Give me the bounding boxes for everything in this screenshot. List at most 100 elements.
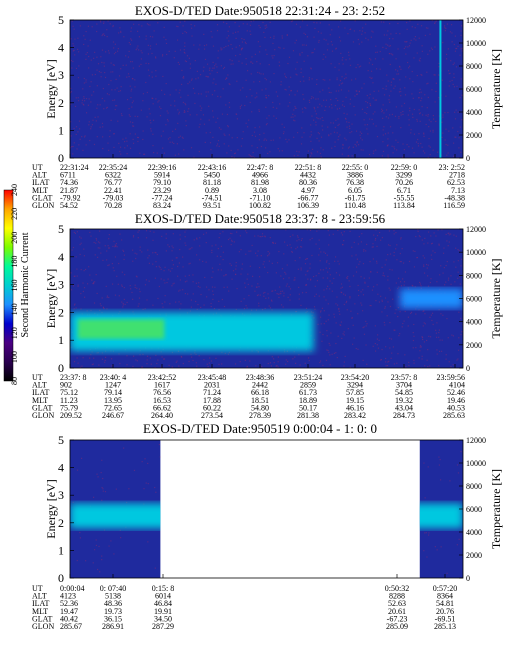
table-cell: 113.84 bbox=[393, 201, 415, 210]
y-tick-label: 1 bbox=[58, 333, 64, 347]
colorbar-tick-label: 200 bbox=[10, 232, 19, 244]
y-tick-label: 2 bbox=[58, 96, 64, 110]
y2-axis-label: Temperature [K] bbox=[489, 258, 503, 338]
noise-speckle bbox=[70, 20, 463, 158]
table-cell: 22:35:24 bbox=[99, 163, 127, 172]
table-cell: 281.38 bbox=[297, 411, 319, 420]
table-cell: -77.24 bbox=[152, 193, 173, 202]
table-row-label: UT bbox=[32, 584, 43, 593]
table-cell: 54.80 bbox=[251, 403, 269, 412]
table-cell: 81.98 bbox=[251, 178, 269, 187]
table-cell: 1247 bbox=[105, 381, 121, 390]
table-cell: 4432 bbox=[300, 171, 316, 180]
table-cell: 19.46 bbox=[447, 396, 465, 405]
table-cell: 52.36 bbox=[60, 599, 78, 608]
y-tick-label: 5 bbox=[58, 13, 64, 27]
table-cell: 54.81 bbox=[436, 599, 454, 608]
colorbar-tick-label: 180 bbox=[10, 256, 19, 268]
panel-title: EXOS-D/TED Date:950518 23:37: 8 - 23:59:… bbox=[135, 211, 386, 226]
y-tick-label: 3 bbox=[58, 488, 64, 502]
table-cell: 23:48:36 bbox=[246, 373, 274, 382]
y2-tick-label: 12000 bbox=[466, 16, 486, 25]
panel-950519: EXOS-D/TED Date:950519 0:00:04 - 1: 0: 0… bbox=[32, 421, 503, 631]
table-cell: 23:37: 8 bbox=[60, 373, 86, 382]
y-axis-label: Energy [eV] bbox=[44, 479, 58, 538]
y2-tick-label: 2000 bbox=[466, 551, 482, 560]
table-cell: 287.29 bbox=[152, 622, 174, 631]
table-cell: 43.04 bbox=[395, 403, 413, 412]
table-cell: 19.47 bbox=[60, 607, 78, 616]
y-tick-label: 5 bbox=[58, 222, 64, 236]
y2-tick-label: 6000 bbox=[466, 295, 482, 304]
y2-tick-label: 10000 bbox=[466, 39, 486, 48]
y-tick-label: 5 bbox=[58, 433, 64, 447]
ephemeris-table: UT 22:31:24 22:35:24 22:39:16 22:43:16 22:47:… bbox=[32, 163, 465, 210]
table-cell: 22:51: 8 bbox=[295, 163, 321, 172]
table-cell: 71.24 bbox=[203, 388, 221, 397]
band-core bbox=[77, 319, 165, 339]
table-cell: 2442 bbox=[252, 381, 268, 390]
table-cell: 75.79 bbox=[60, 403, 78, 412]
table-cell: 22:31:24 bbox=[60, 163, 88, 172]
table-cell: 19.73 bbox=[104, 607, 122, 616]
table-row-label: GLAT bbox=[32, 193, 53, 202]
table-cell: 6.05 bbox=[348, 186, 362, 195]
table-cell: 0:50:32 bbox=[385, 584, 409, 593]
table-cell: -69.51 bbox=[435, 614, 456, 623]
table-cell: 283.42 bbox=[344, 411, 366, 420]
table-cell: 46.84 bbox=[154, 599, 172, 608]
table-cell: 23:45:48 bbox=[198, 373, 226, 382]
table-row-label: MLT bbox=[32, 607, 48, 616]
colorbar: 80 100 120 140 160 180 200 220 240 Second Harmon… bbox=[3, 184, 31, 385]
table-cell: -79.92 bbox=[60, 193, 81, 202]
table-cell: 76.38 bbox=[346, 178, 364, 187]
table-cell: -61.75 bbox=[345, 193, 366, 202]
y-tick-label: 2 bbox=[58, 305, 64, 319]
table-cell: 93.51 bbox=[203, 201, 221, 210]
y-tick-label: 2 bbox=[58, 516, 64, 530]
table-cell: 23:57: 8 bbox=[391, 373, 417, 382]
y-tick-label: 3 bbox=[58, 278, 64, 292]
table-cell: 246.67 bbox=[102, 411, 124, 420]
table-cell: 21.87 bbox=[60, 186, 78, 195]
table-cell: 23:51:24 bbox=[294, 373, 322, 382]
table-cell: 285.63 bbox=[443, 411, 465, 420]
table-cell: 7.13 bbox=[451, 186, 465, 195]
y2-tick-label: 0 bbox=[466, 364, 470, 373]
table-cell: 5450 bbox=[204, 171, 220, 180]
y2-tick-label: 8000 bbox=[466, 62, 482, 71]
table-cell: 79.10 bbox=[153, 178, 171, 187]
table-cell: 16.53 bbox=[153, 396, 171, 405]
table-row-label: GLON bbox=[32, 411, 54, 420]
ephemeris-table: UT 23:37: 8 23:40: 4 23:42:52 23:45:48 23:48:… bbox=[32, 373, 465, 420]
table-cell: 62.53 bbox=[447, 178, 465, 187]
panel-title: EXOS-D/TED Date:950519 0:00:04 - 1: 0: 0 bbox=[143, 421, 377, 436]
table-cell: 0.89 bbox=[205, 186, 219, 195]
table-cell: 1617 bbox=[154, 381, 170, 390]
table-cell: 22:59: 0 bbox=[391, 163, 417, 172]
plot-area bbox=[70, 20, 463, 158]
table-cell: 285.13 bbox=[434, 622, 456, 631]
table-cell: -55.55 bbox=[394, 193, 415, 202]
panel-950518-a: EXOS-D/TED Date:950518 22:31:24 - 23: 2:… bbox=[32, 3, 503, 210]
table-cell: 22:55: 0 bbox=[342, 163, 368, 172]
table-row-label: ALT bbox=[32, 592, 47, 601]
table-row-label: GLAT bbox=[32, 403, 53, 412]
table-cell: 116.59 bbox=[443, 201, 465, 210]
y2-tick-label: 0 bbox=[466, 154, 470, 163]
table-row-label: ALT bbox=[32, 171, 47, 180]
table-cell: 273.54 bbox=[201, 411, 223, 420]
y2-tick-label: 8000 bbox=[466, 482, 482, 491]
table-cell: 4104 bbox=[449, 381, 465, 390]
y-tick-label: 0 bbox=[58, 151, 64, 165]
table-cell: 48.36 bbox=[104, 599, 122, 608]
emission-band bbox=[400, 288, 463, 309]
table-row-label: ILAT bbox=[32, 599, 49, 608]
table-cell: 74.36 bbox=[60, 178, 78, 187]
table-cell: 106.39 bbox=[297, 201, 319, 210]
y-tick-label: 0 bbox=[58, 361, 64, 375]
table-cell: 81.18 bbox=[203, 178, 221, 187]
table-cell: 50.17 bbox=[299, 403, 317, 412]
y2-tick-label: 10000 bbox=[466, 248, 486, 257]
